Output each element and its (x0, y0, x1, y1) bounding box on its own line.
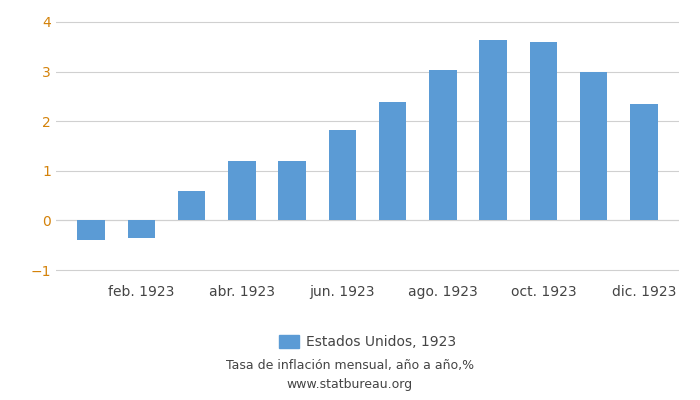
Bar (580, 72, 608, 220)
Bar (228, 161, 256, 220)
Bar (630, 104, 657, 220)
Text: Tasa de inflación mensual, año a año,%: Tasa de inflación mensual, año a año,% (226, 360, 474, 372)
Bar (279, 161, 306, 220)
Bar (328, 130, 356, 220)
Bar (127, 220, 155, 238)
Bar (78, 220, 105, 240)
Bar (529, 42, 557, 220)
Bar (178, 191, 206, 220)
Bar (429, 70, 456, 220)
Text: www.statbureau.org: www.statbureau.org (287, 378, 413, 391)
Legend: Estados Unidos, 1923: Estados Unidos, 1923 (279, 335, 456, 349)
Bar (480, 40, 507, 220)
Bar (379, 102, 407, 220)
